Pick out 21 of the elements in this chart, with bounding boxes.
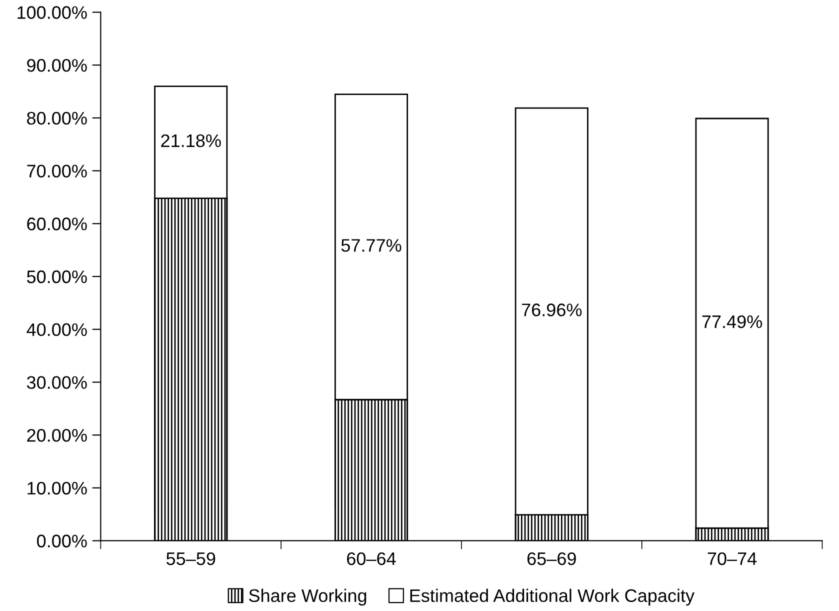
x-tick-label: 65–69 — [527, 552, 576, 566]
y-tick-label: 20.00% — [27, 428, 87, 442]
data-label: 77.49% — [702, 315, 762, 328]
data-label: 76.96% — [522, 304, 582, 316]
legend-label: Estimated Additional Work Capacity — [410, 588, 695, 606]
data-label: 21.18% — [161, 134, 221, 148]
x-tick-label: 60–64 — [347, 552, 396, 566]
y-tick-label: 50.00% — [26, 270, 87, 284]
x-tick-label: 70–74 — [708, 552, 757, 566]
y-tick-label: 80.00% — [27, 112, 87, 125]
y-tick-label: 60.00% — [27, 218, 87, 230]
y-tick-label: 100.00% — [18, 6, 87, 19]
y-tick-label: 90.00% — [27, 59, 87, 72]
y-tick-label: 0.00% — [37, 534, 87, 548]
y-tick-label: 40.00% — [26, 323, 87, 336]
x-tick-label: 55–59 — [166, 552, 216, 566]
legend-label: Share Working — [249, 588, 366, 606]
y-tick-label: 70.00% — [27, 164, 87, 178]
y-tick-label: 30.00% — [26, 376, 87, 389]
y-tick-label: 10.00% — [28, 482, 87, 495]
data-label: 57.77% — [341, 239, 402, 252]
